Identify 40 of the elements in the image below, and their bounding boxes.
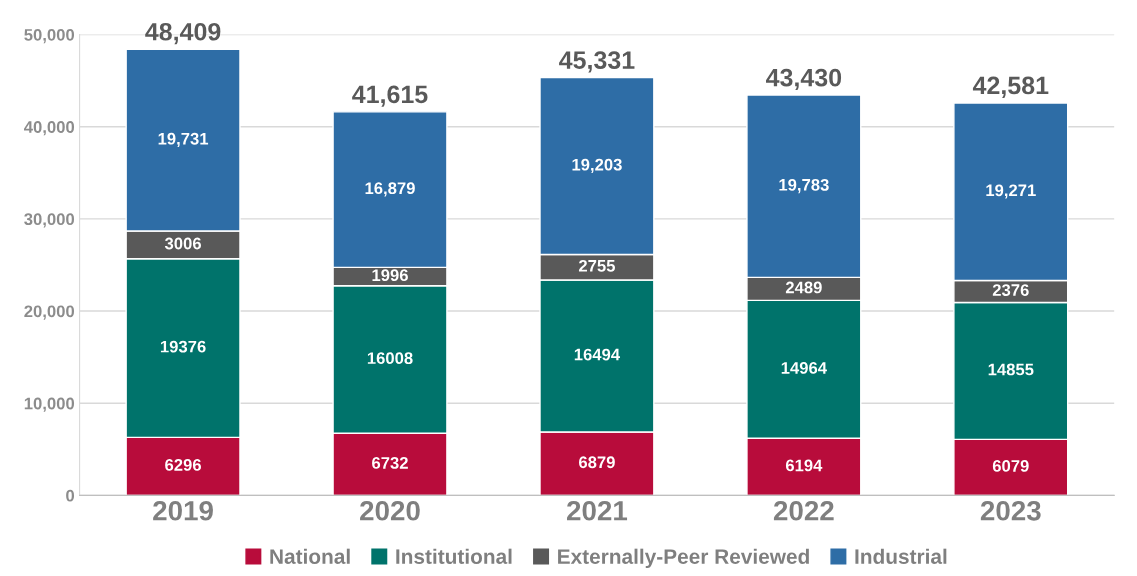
x-tick-label: 2023 (980, 500, 1041, 521)
total-label: 45,331 (559, 51, 635, 73)
data-label: 16008 (367, 352, 413, 365)
data-label: 19,203 (572, 158, 622, 173)
data-label: 16494 (574, 348, 621, 361)
data-label: 6732 (372, 457, 408, 469)
y-tick-label: 0 (66, 489, 75, 502)
x-tick-label: 2019 (153, 500, 213, 521)
data-label: 6879 (579, 456, 615, 469)
data-label: 19,271 (986, 184, 1036, 199)
total-label: 48,409 (145, 22, 221, 45)
data-label: 2376 (992, 284, 1029, 296)
x-tick-label: 2020 (360, 500, 420, 521)
y-tick-label: 40,000 (24, 121, 75, 136)
y-tick-label: 10,000 (24, 397, 75, 412)
y-tick-label: 20,000 (24, 305, 75, 320)
data-label: 2755 (578, 259, 615, 272)
data-label: 2489 (785, 281, 822, 294)
total-label: 42,581 (972, 76, 1049, 98)
data-label: 6079 (992, 460, 1029, 472)
data-label: 3006 (164, 237, 201, 250)
data-label: 14855 (988, 363, 1034, 376)
data-label: 14964 (781, 361, 827, 374)
legend-label: Externally-Peer Reviewed (558, 548, 809, 569)
legend-label: National (270, 548, 350, 564)
y-tick-label: 50,000 (24, 28, 75, 44)
total-label: 43,430 (766, 68, 842, 91)
legend-label: Industrial (855, 548, 947, 564)
x-tick-label: 2022 (773, 500, 834, 521)
y-tick-label: 30,000 (24, 213, 75, 228)
legend-label: Institutional (396, 548, 512, 564)
data-label: 19,731 (158, 132, 209, 148)
data-label: 19,783 (779, 178, 829, 194)
x-tick-label: 2021 (566, 500, 628, 521)
data-label: 16,879 (365, 182, 415, 197)
data-label: 6296 (165, 459, 201, 471)
total-label: 41,615 (352, 85, 428, 107)
data-label: 1996 (372, 269, 408, 282)
data-label: 6194 (785, 459, 823, 472)
data-label: 19376 (160, 340, 206, 353)
